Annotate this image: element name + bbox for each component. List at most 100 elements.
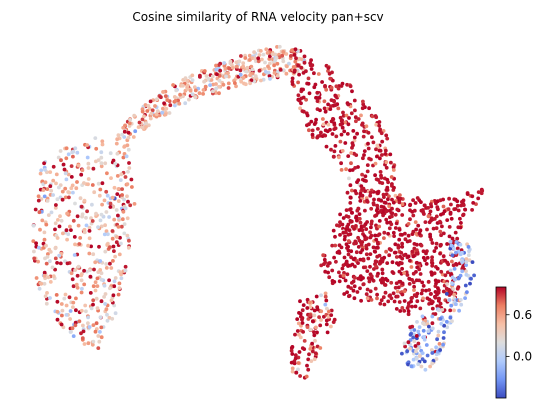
scatter-point — [154, 112, 159, 117]
scatter-point — [398, 309, 403, 313]
scatter-point — [365, 163, 370, 168]
scatter-point — [361, 156, 365, 161]
scatter-point — [359, 113, 363, 118]
scatter-point — [323, 291, 328, 296]
scatter-point — [163, 94, 168, 98]
scatter-point — [110, 229, 115, 233]
scatter-point — [406, 233, 411, 238]
scatter-point — [316, 72, 321, 76]
scatter-point — [85, 209, 89, 214]
scatter-point — [437, 308, 441, 313]
scatter-point — [386, 299, 391, 304]
scatter-point — [416, 329, 421, 334]
scatter-point — [87, 229, 92, 233]
scatter-point — [302, 60, 307, 65]
scatter-point — [373, 259, 378, 264]
scatter-point — [391, 165, 396, 170]
scatter-point — [376, 191, 380, 196]
scatter-point — [178, 92, 183, 97]
scatter-point — [290, 369, 295, 374]
scatter-point — [422, 335, 426, 339]
scatter-point — [226, 86, 231, 90]
scatter-point — [103, 249, 108, 254]
scatter-point — [353, 275, 357, 280]
scatter-point — [305, 306, 310, 310]
scatter-point — [392, 185, 396, 190]
scatter-point — [378, 127, 382, 132]
scatter-point — [366, 130, 371, 135]
scatter-point — [81, 329, 86, 334]
scatter-point — [421, 321, 426, 326]
scatter-point — [438, 219, 442, 224]
scatter-point — [364, 252, 369, 257]
scatter-point — [409, 299, 413, 304]
scatter-point — [409, 296, 414, 301]
scatter-point — [48, 184, 53, 189]
scatter-point — [421, 296, 425, 301]
scatter-point — [32, 256, 37, 261]
scatter-point — [298, 374, 302, 378]
scatter-point — [362, 234, 367, 239]
scatter-point — [204, 74, 209, 78]
scatter-point — [157, 113, 162, 118]
scatter-point — [372, 249, 377, 254]
scatter-point — [82, 198, 87, 203]
scatter-point — [360, 106, 365, 111]
scatter-point — [109, 266, 114, 270]
scatter-point — [276, 69, 280, 74]
scatter-point — [105, 193, 110, 198]
scatter-point — [370, 135, 374, 140]
scatter-point — [74, 296, 78, 301]
scatter-point — [394, 221, 399, 226]
scatter-point — [372, 197, 376, 202]
scatter-point — [356, 261, 360, 265]
scatter-point — [412, 288, 416, 292]
scatter-point — [243, 56, 248, 60]
scatter-point — [411, 229, 416, 234]
scatter-point — [91, 252, 96, 257]
scatter-point — [368, 252, 373, 256]
scatter-point — [390, 211, 395, 216]
scatter-point — [373, 286, 378, 291]
scatter-point — [438, 317, 443, 321]
scatter-point — [190, 92, 195, 97]
scatter-point — [322, 262, 326, 266]
scatter-point — [323, 84, 327, 88]
scatter-point — [460, 250, 464, 255]
scatter-point — [319, 318, 323, 322]
scatter-point — [181, 83, 185, 88]
scatter-point — [382, 236, 386, 241]
scatter-point — [334, 84, 339, 89]
scatter-point — [302, 347, 307, 351]
scatter-point — [79, 273, 84, 278]
scatter-point — [211, 89, 215, 94]
scatter-point — [63, 171, 68, 176]
scatter-point — [439, 233, 443, 238]
scatter-point — [441, 342, 445, 347]
scatter-point — [329, 85, 334, 90]
scatter-point — [99, 212, 104, 217]
scatter-point — [153, 104, 157, 108]
scatter-point — [31, 239, 36, 244]
scatter-point — [419, 364, 424, 369]
scatter-point — [419, 291, 424, 296]
scatter-point — [98, 268, 103, 272]
scatter-point — [476, 190, 481, 195]
scatter-point — [230, 66, 235, 70]
scatter-point — [398, 196, 403, 201]
scatter-point — [443, 258, 447, 263]
scatter-point — [289, 348, 294, 353]
scatter-point — [91, 302, 95, 307]
scatter-point — [430, 326, 435, 331]
scatter-point — [344, 262, 349, 266]
scatter-point — [234, 60, 239, 65]
scatter-point — [375, 143, 380, 148]
scatter-point — [427, 288, 431, 292]
scatter-point — [408, 325, 413, 330]
scatter-point — [104, 229, 109, 234]
scatter-point — [126, 147, 131, 152]
scatter-point — [86, 166, 91, 170]
scatter-point — [90, 183, 95, 187]
scatter-point — [458, 216, 462, 221]
scatter-point — [60, 189, 65, 194]
